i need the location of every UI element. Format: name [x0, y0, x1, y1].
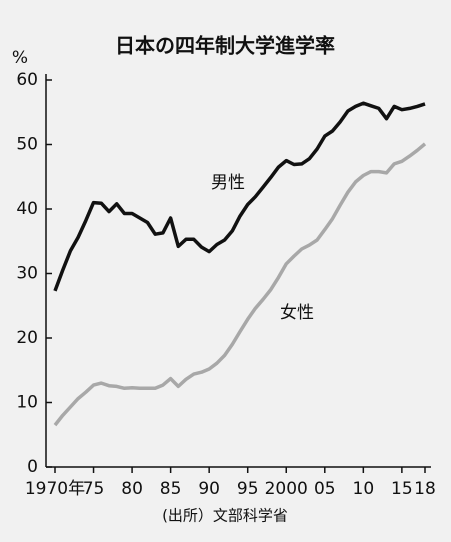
y-tick-label: 10 [16, 393, 38, 413]
source: (出所）文部科学省 [162, 507, 288, 525]
series-label: 男性 [211, 173, 245, 193]
x-tick-label: 15 [391, 479, 413, 499]
x-tick-label: 2000 [265, 479, 308, 499]
x-tick-label: 85 [160, 479, 182, 499]
series-label: 女性 [280, 303, 314, 323]
x-tick-label: 10 [353, 479, 375, 499]
x-tick-label: 75 [83, 479, 105, 499]
x-tick-label: 18 [414, 479, 436, 499]
y-tick-label: 20 [16, 328, 38, 348]
x-tick-label: 1970年 [25, 479, 85, 499]
chart-title: 日本の四年制大学進学率 [115, 34, 335, 58]
y-tick-label: 60 [16, 70, 38, 90]
y-axis-label: % [12, 48, 28, 68]
x-tick-label: 90 [198, 479, 220, 499]
line [53, 101, 426, 292]
y-tick-label: 30 [16, 264, 38, 284]
x-tick-label: 05 [314, 479, 336, 499]
x-tick-label: 80 [121, 479, 143, 499]
x-tick-label: 95 [237, 479, 259, 499]
y-tick-label: 0 [27, 457, 38, 477]
y-tick-label: 50 [16, 135, 38, 155]
line [53, 142, 427, 427]
y-tick-label: 40 [16, 199, 38, 219]
